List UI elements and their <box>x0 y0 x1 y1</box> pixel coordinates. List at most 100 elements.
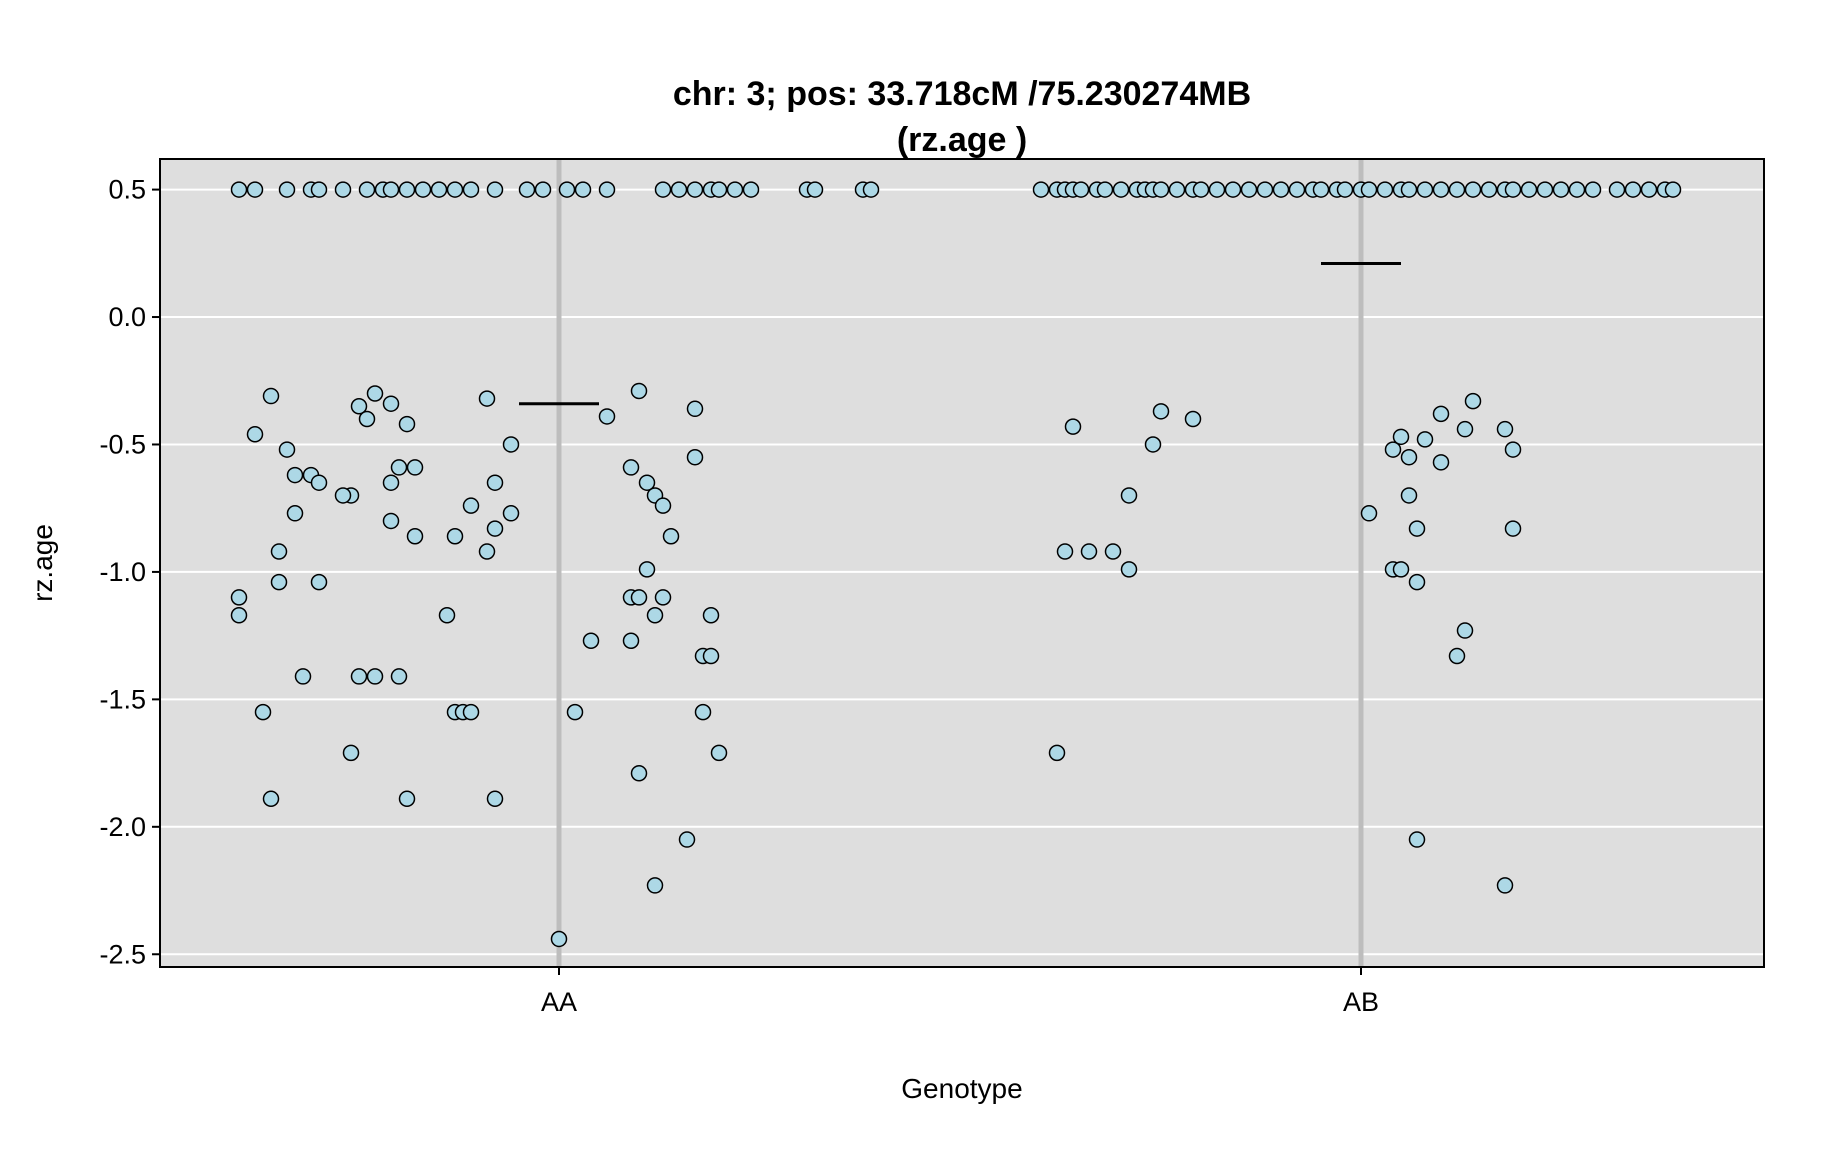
data-point <box>406 459 424 476</box>
data-point <box>246 181 264 198</box>
chart-title-line2: (rz.age ) <box>897 121 1027 159</box>
data-point <box>1032 181 1050 198</box>
data-point <box>486 520 504 537</box>
data-point <box>486 474 504 491</box>
data-point <box>1312 181 1330 198</box>
data-point <box>310 573 328 591</box>
data-point <box>702 607 720 624</box>
data-point <box>1664 181 1682 198</box>
y-tick-label: -0.5 <box>99 429 146 459</box>
data-point <box>1496 420 1514 438</box>
data-point <box>278 441 296 458</box>
data-point <box>630 765 648 782</box>
data-point <box>1456 622 1474 639</box>
x-axis-label: Genotype <box>901 1073 1022 1104</box>
data-point <box>622 632 640 649</box>
data-point <box>654 589 672 606</box>
data-point <box>686 400 704 418</box>
data-point <box>678 831 696 848</box>
y-tick-label: -2.0 <box>99 812 146 842</box>
data-point <box>254 703 272 721</box>
data-point <box>1552 181 1570 198</box>
data-point <box>1448 181 1466 198</box>
data-point <box>502 505 520 522</box>
data-point <box>566 703 584 721</box>
data-point <box>1392 428 1410 446</box>
data-point <box>230 589 248 606</box>
data-point <box>446 181 464 198</box>
plot-panel-border <box>159 158 1765 968</box>
data-point <box>270 573 288 591</box>
data-point <box>1408 831 1426 848</box>
data-point <box>1432 454 1450 471</box>
data-point <box>1408 520 1426 537</box>
data-point <box>350 397 368 415</box>
data-point <box>350 668 368 685</box>
data-point <box>654 497 672 514</box>
data-point <box>1456 420 1474 438</box>
y-axis-ticks: 0.5 0.0 -0.5 -1.0 -1.5 -2.0 -2.5 <box>99 175 160 969</box>
data-point <box>382 395 400 412</box>
data-point <box>278 181 296 198</box>
data-point <box>622 459 640 476</box>
y-axis-label: rz.age <box>27 524 58 602</box>
data-point <box>710 744 728 762</box>
data-point <box>574 181 592 198</box>
data-point <box>446 527 464 545</box>
data-point <box>462 703 480 721</box>
y-tick-label: -1.0 <box>99 557 146 587</box>
data-point <box>262 790 280 808</box>
data-point <box>1336 181 1354 198</box>
data-point <box>230 181 248 198</box>
data-point <box>478 543 496 560</box>
data-point <box>398 415 416 433</box>
data-point <box>702 647 720 665</box>
data-point <box>1432 405 1450 423</box>
data-point <box>1360 181 1378 198</box>
data-point <box>358 410 376 428</box>
data-point <box>598 408 616 425</box>
data-point <box>1568 181 1586 198</box>
data-point <box>1432 181 1450 198</box>
data-point <box>1504 441 1522 458</box>
data-point <box>1496 877 1514 894</box>
data-point <box>726 181 744 198</box>
data-point <box>638 561 656 578</box>
data-point <box>1464 392 1482 410</box>
data-point <box>286 505 304 522</box>
x-tick-label: AB <box>1343 987 1379 1017</box>
data-point <box>1056 543 1074 560</box>
data-point <box>1192 181 1210 198</box>
grid-lines <box>160 188 1764 956</box>
data-point <box>1184 410 1202 428</box>
data-point <box>742 181 760 198</box>
data-point <box>1288 181 1306 198</box>
data-point <box>1120 487 1138 504</box>
data-point <box>398 790 416 808</box>
data-point <box>1400 487 1418 504</box>
data-point <box>654 181 672 198</box>
data-point <box>334 487 352 504</box>
y-tick-label: 0.5 <box>108 175 146 205</box>
data-point <box>1400 181 1418 198</box>
data-point <box>582 632 600 649</box>
data-point <box>1400 448 1418 466</box>
data-point <box>262 387 280 405</box>
data-point <box>230 607 248 624</box>
data-point <box>806 181 824 198</box>
data-point <box>358 181 376 198</box>
data-point <box>398 181 416 198</box>
data-point <box>1408 573 1426 591</box>
data-point <box>406 527 424 545</box>
data-point <box>1152 181 1170 198</box>
data-point <box>1256 181 1274 198</box>
data-point <box>1152 403 1170 420</box>
data-point <box>1104 543 1122 560</box>
data-point <box>1272 181 1290 198</box>
x-tick-label: AA <box>541 987 577 1017</box>
data-point <box>1240 181 1258 198</box>
data-point <box>478 390 496 407</box>
data-point <box>1224 181 1242 198</box>
data-point <box>438 607 456 624</box>
